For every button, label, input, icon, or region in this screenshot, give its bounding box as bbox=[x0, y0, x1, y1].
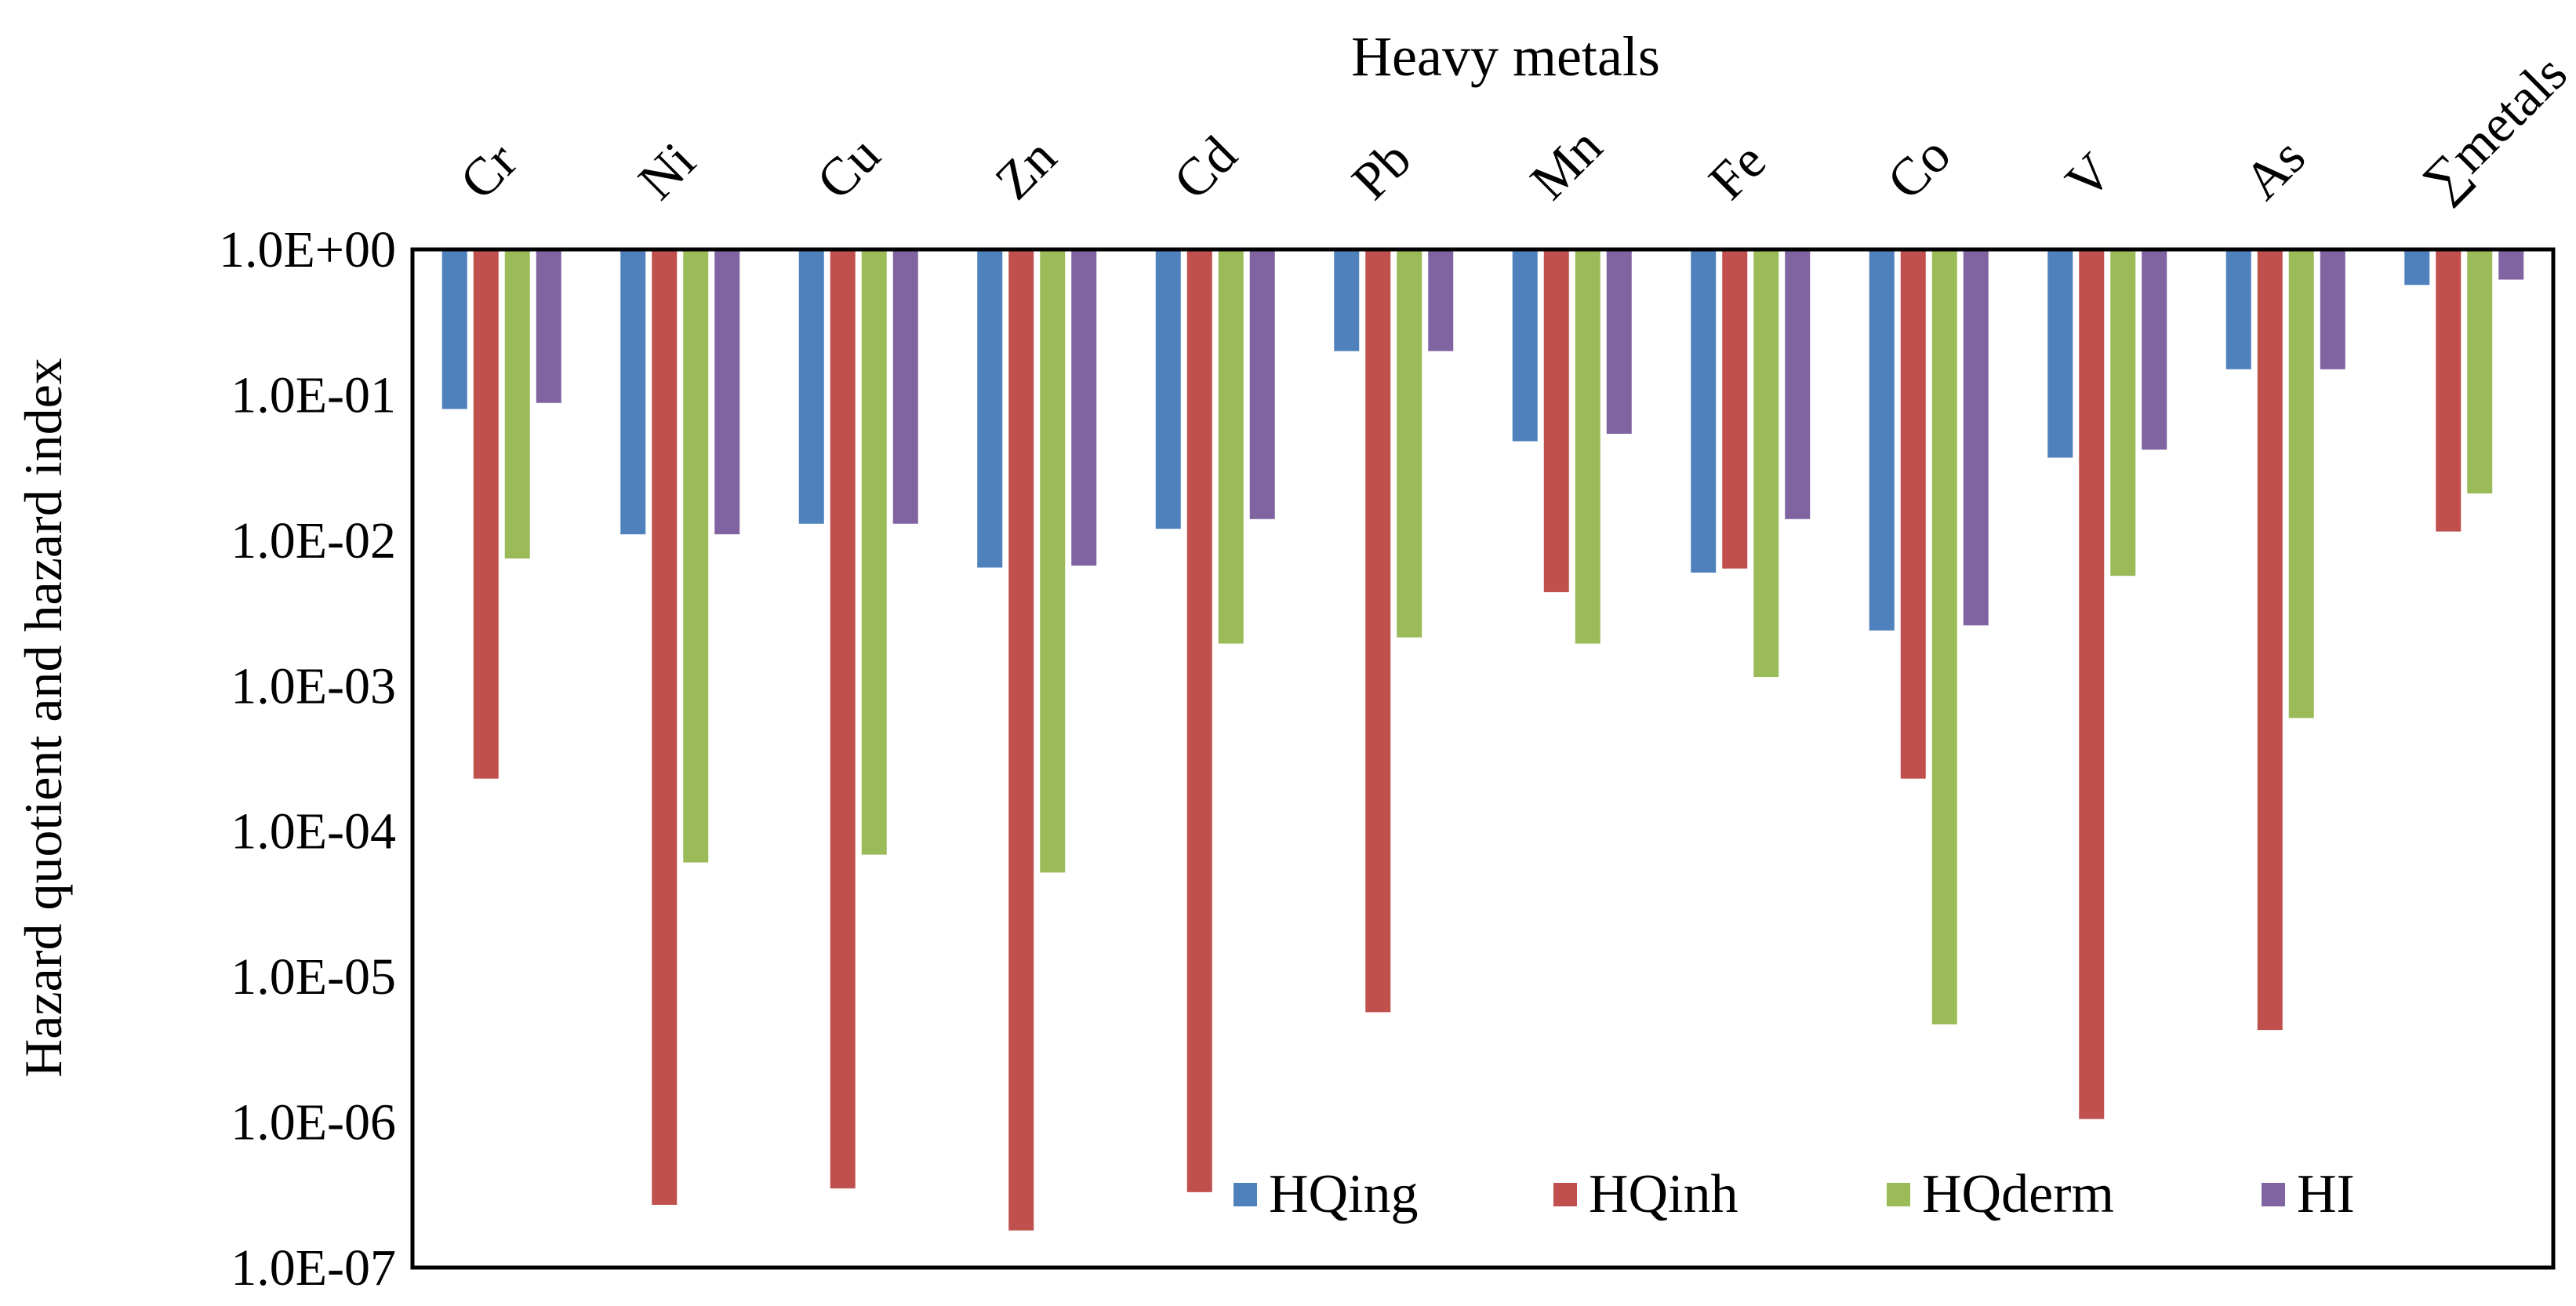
bar-HQing-Zn bbox=[977, 249, 1003, 568]
bar-HQing-Cd bbox=[1155, 249, 1181, 529]
legend: HQing HQinh HQderm HI bbox=[1234, 1164, 2355, 1224]
bar-HQinh-Pb bbox=[1365, 249, 1391, 1013]
legend-label: HI bbox=[2297, 1164, 2355, 1224]
bar-HI-Fe bbox=[1785, 249, 1811, 519]
plot-frame bbox=[410, 247, 2556, 1270]
y-tick-labels: 1.0E+00 1.0E-01 1.0E-02 1.0E-03 1.0E-04 1.0E-… bbox=[219, 221, 396, 1297]
bar-HQderm-Pb bbox=[1397, 249, 1422, 638]
x-tick-label: Ni bbox=[627, 131, 707, 211]
bar-HI-Ni bbox=[714, 249, 740, 535]
x-tick-label: V bbox=[2054, 141, 2123, 210]
y-tick-label: 1.0E-06 bbox=[231, 1094, 396, 1151]
x-tick-label: Fe bbox=[1697, 131, 1777, 211]
y-tick-label: 1.0E-07 bbox=[231, 1239, 396, 1297]
x-tick-label: Co bbox=[1876, 125, 1962, 211]
x-tick-label: Cr bbox=[449, 131, 529, 211]
bar-HI-∑metals bbox=[2498, 249, 2524, 280]
bar-HQinh-Cd bbox=[1186, 249, 1212, 1192]
bar-HI-Pb bbox=[1428, 249, 1454, 351]
legend-swatch-HQderm bbox=[1887, 1183, 1910, 1206]
bar-HQing-Cu bbox=[798, 249, 824, 524]
legend-swatch-HQing bbox=[1234, 1183, 1257, 1206]
bar-HQinh-V bbox=[2079, 249, 2105, 1119]
bar-HQderm-V bbox=[2110, 249, 2136, 577]
y-axis-label: Hazard quotient and hazard index bbox=[13, 358, 73, 1078]
bar-HI-As bbox=[2320, 249, 2345, 369]
bar-HQderm-Mn bbox=[1575, 249, 1600, 644]
bar-HI-Mn bbox=[1606, 249, 1632, 435]
bar-HQinh-Fe bbox=[1722, 249, 1748, 569]
bar-HQinh-Co bbox=[1900, 249, 1926, 779]
legend-label: HQderm bbox=[1922, 1164, 2114, 1224]
bar-HI-Zn bbox=[1071, 249, 1097, 566]
bar-HI-Cr bbox=[536, 249, 561, 403]
bar-HQing-Co bbox=[1869, 249, 1895, 631]
bar-HI-V bbox=[2142, 249, 2167, 450]
y-tick-label: 1.0E-04 bbox=[231, 803, 396, 860]
x-tick-label: Mn bbox=[1519, 116, 1614, 211]
bar-HQderm-Cr bbox=[504, 249, 530, 559]
bar-HQing-Cr bbox=[441, 249, 467, 409]
bar-HQinh-Ni bbox=[652, 249, 678, 1206]
y-tick-label: 1.0E+00 bbox=[219, 221, 396, 278]
bar-HQinh-∑metals bbox=[2436, 249, 2462, 532]
x-tick-label: Zn bbox=[983, 126, 1067, 210]
bar-HQderm-Zn bbox=[1040, 249, 1066, 873]
bar-HQderm-Cd bbox=[1218, 249, 1244, 644]
x-tick-label: Pb bbox=[1340, 129, 1422, 211]
bar-HQing-V bbox=[2047, 249, 2073, 458]
bar-HQing-Fe bbox=[1691, 249, 1717, 573]
legend-swatch-HI bbox=[2262, 1183, 2285, 1206]
x-tick-label: As bbox=[2233, 126, 2316, 210]
bar-HQderm-Ni bbox=[683, 249, 709, 863]
bar-HQing-∑metals bbox=[2404, 249, 2430, 286]
x-tick-label: Cd bbox=[1162, 125, 1248, 211]
bar-HQinh-Cu bbox=[830, 249, 856, 1189]
y-tick-label: 1.0E-02 bbox=[231, 512, 396, 569]
bar-HQderm-∑metals bbox=[2467, 249, 2493, 494]
bar-HI-Cu bbox=[892, 249, 918, 524]
x-tick-label: ∑metals bbox=[2411, 43, 2576, 211]
bar-HQderm-As bbox=[2288, 249, 2314, 718]
bar-HQing-Pb bbox=[1334, 249, 1360, 351]
bar-HQderm-Fe bbox=[1753, 249, 1779, 678]
y-tick-label: 1.0E-03 bbox=[231, 657, 396, 715]
bar-HI-Cd bbox=[1249, 249, 1275, 519]
bar-HQderm-Co bbox=[1931, 249, 1957, 1024]
legend-swatch-HQinh bbox=[1553, 1183, 1577, 1206]
y-tick-label: 1.0E-01 bbox=[231, 366, 396, 424]
legend-label: HQinh bbox=[1589, 1164, 1739, 1224]
bar-HQing-Mn bbox=[1512, 249, 1538, 442]
bar-HQinh-Mn bbox=[1543, 249, 1569, 592]
bar-HQinh-As bbox=[2257, 249, 2283, 1031]
bar-HQinh-Cr bbox=[473, 249, 499, 779]
bars-group bbox=[441, 249, 2524, 1231]
x-tick-label: Cu bbox=[805, 125, 892, 211]
bar-HQderm-Cu bbox=[861, 249, 887, 855]
bar-HI-Co bbox=[1963, 249, 1989, 626]
chart-title: Heavy metals bbox=[1351, 25, 1660, 88]
y-tick-label: 1.0E-05 bbox=[231, 948, 396, 1006]
bar-HQinh-Zn bbox=[1008, 249, 1034, 1231]
bar-HQing-As bbox=[2225, 249, 2251, 369]
legend-label: HQing bbox=[1269, 1164, 1419, 1224]
bar-HQing-Ni bbox=[620, 249, 646, 535]
